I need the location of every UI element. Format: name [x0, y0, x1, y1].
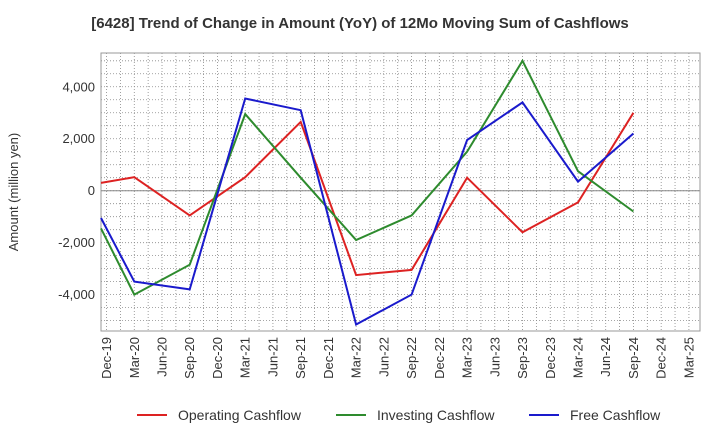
legend-label-free-cashflow: Free Cashflow — [570, 407, 661, 423]
x-tick-label: Mar-23 — [460, 337, 475, 378]
y-tick-label: -2,000 — [58, 235, 95, 250]
x-tick-label: Mar-22 — [349, 337, 364, 378]
y-axis-title: Amount (million yen) — [6, 133, 21, 252]
series-line-operating-cashflow — [100, 112, 635, 277]
series-line-free-cashflow — [100, 97, 635, 326]
x-tick-label: Dec-24 — [654, 337, 669, 379]
x-tick-label: Dec-22 — [432, 337, 447, 379]
x-tick-label: Jun-24 — [598, 337, 613, 377]
x-axis: Dec-19 Mar-20 Jun-20 Sep-20 Dec-20 Mar-21 Jun-… — [99, 337, 696, 379]
y-axis: -4,000 -2,000 0 2,000 4,000 — [58, 79, 95, 302]
x-tick-label: Dec-21 — [321, 337, 336, 379]
y-tick-label: -4,000 — [58, 287, 95, 302]
x-tick-label: Jun-20 — [155, 337, 170, 377]
x-tick-label: Jun-23 — [487, 337, 502, 377]
x-tick-label: Mar-21 — [238, 337, 253, 378]
x-tick-label: Dec-23 — [543, 337, 558, 379]
legend-label-operating-cashflow: Operating Cashflow — [178, 407, 302, 423]
y-tick-label: 2,000 — [62, 131, 95, 146]
x-tick-label: Dec-20 — [210, 337, 225, 379]
x-tick-label: Dec-19 — [99, 337, 114, 379]
plot-frame — [100, 52, 701, 332]
legend-label-investing-cashflow: Investing Cashflow — [377, 407, 495, 423]
x-tick-label: Sep-24 — [626, 337, 641, 379]
series-layer — [100, 58, 635, 326]
x-tick-label: Sep-20 — [182, 337, 197, 379]
grid-layer — [101, 53, 700, 331]
x-tick-label: Jun-22 — [376, 337, 391, 377]
x-tick-label: Sep-23 — [515, 337, 530, 379]
y-tick-label: 0 — [88, 183, 95, 198]
x-tick-label: Mar-25 — [681, 337, 696, 378]
series-line-investing-cashflow — [100, 58, 634, 296]
legend: Operating Cashflow Investing Cashflow Free… — [137, 407, 661, 423]
x-tick-label: Sep-22 — [404, 337, 419, 379]
x-tick-label: Sep-21 — [293, 337, 308, 379]
chart-title: [6428] Trend of Change in Amount (YoY) o… — [91, 15, 629, 32]
x-tick-label: Mar-20 — [127, 337, 142, 378]
y-tick-label: 4,000 — [62, 79, 95, 94]
x-tick-label: Jun-21 — [265, 337, 280, 377]
x-tick-label: Mar-24 — [570, 337, 585, 378]
